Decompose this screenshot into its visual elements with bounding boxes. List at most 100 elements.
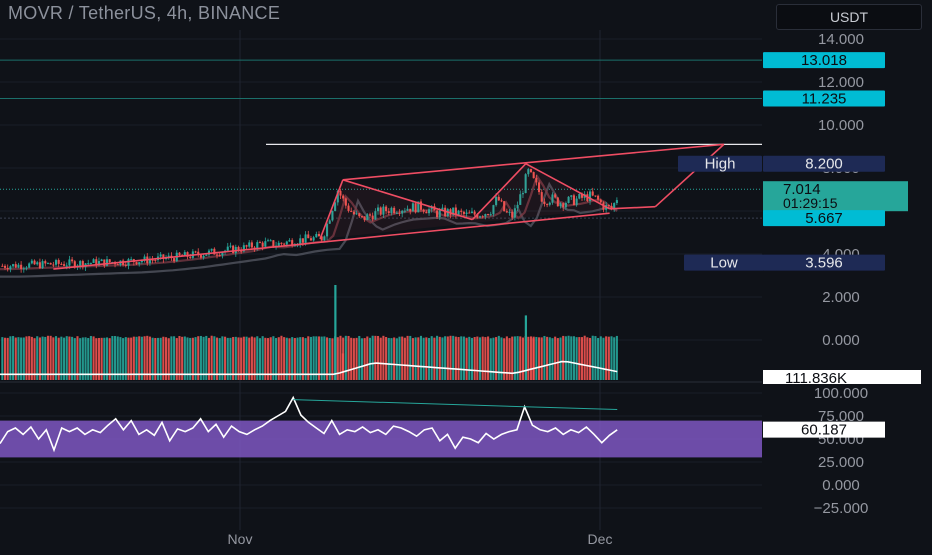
volume-bar (376, 335, 380, 380)
volume-bar (419, 335, 423, 380)
volume-bar (427, 337, 431, 380)
volume-bar (194, 337, 197, 380)
candle (210, 248, 213, 251)
candle (462, 211, 465, 214)
chart-title: MOVR / TetherUS, 4h, BINANCE (8, 3, 281, 23)
candle (465, 212, 468, 214)
candle (89, 262, 92, 264)
candle (336, 190, 339, 203)
candle (79, 261, 82, 266)
support-trendline[interactable] (53, 212, 610, 270)
candle (422, 209, 425, 212)
volume-bar (583, 335, 586, 380)
volume-value-label: 111.836K (785, 370, 847, 387)
volume-bar (497, 335, 500, 380)
candle (307, 234, 310, 239)
volume-bar (191, 337, 194, 380)
candle (414, 203, 417, 213)
volume-bar (291, 337, 294, 380)
volume-bar (135, 336, 138, 380)
candle (232, 245, 235, 254)
candle (352, 211, 355, 215)
volume-bar (607, 336, 610, 380)
volume-bar (173, 336, 176, 380)
candle (250, 242, 253, 248)
volume-bar (57, 337, 60, 380)
candle (266, 240, 270, 242)
volume-bar (438, 336, 441, 380)
volume-bar (489, 338, 492, 380)
candle (60, 263, 63, 265)
volume-bar (146, 335, 149, 380)
candle (108, 259, 111, 263)
candle (22, 268, 25, 270)
candle (95, 259, 98, 266)
pattern-drawings[interactable] (53, 143, 725, 270)
volume-bar (331, 338, 334, 380)
candle (73, 261, 76, 268)
pattern-leg[interactable] (471, 163, 527, 221)
candle (202, 255, 205, 258)
candle (240, 250, 243, 252)
candle (489, 214, 492, 216)
candle (543, 201, 546, 205)
volume-bar (207, 337, 211, 380)
volume-bar (535, 336, 538, 380)
volume-bar (317, 336, 321, 380)
volume-bar (430, 336, 433, 380)
candle (57, 260, 60, 264)
candle (538, 182, 541, 193)
candle (339, 190, 342, 196)
low-value-label-bg (763, 254, 885, 271)
rsi-current-bg (763, 421, 885, 438)
candle (65, 265, 68, 267)
volume-bar (127, 337, 130, 380)
candle (293, 245, 296, 247)
pattern-leg[interactable] (525, 162, 610, 210)
projection-leg[interactable] (654, 143, 725, 208)
volume-bar (478, 337, 482, 380)
time-axis[interactable]: Nov Dec (228, 531, 613, 547)
candle (395, 212, 398, 214)
candle (519, 194, 522, 205)
candle (277, 242, 280, 246)
candle (572, 195, 575, 206)
candle (368, 214, 372, 216)
rsi-tick-label: 100.000 (814, 385, 868, 402)
volume-bar (610, 336, 613, 380)
level-11235-label: 11.235 (802, 90, 847, 107)
candle (159, 254, 162, 257)
pattern-leg[interactable] (319, 179, 344, 240)
currency-button[interactable]: USDT (776, 4, 922, 30)
candle (33, 260, 36, 265)
volume-bar (326, 337, 329, 380)
candle (28, 263, 31, 268)
volume-bar (591, 335, 594, 380)
candle (189, 256, 192, 258)
candle (68, 259, 71, 266)
level-13018-label: 13.018 (801, 52, 847, 69)
volume-bar (92, 336, 95, 380)
volume-bar (108, 338, 111, 380)
candle (135, 262, 138, 265)
volume-bar (398, 336, 401, 380)
pattern-leg[interactable] (609, 205, 656, 210)
volume-bar (436, 335, 439, 380)
volume-bar (449, 335, 452, 380)
level-5667-label: 5.667 (805, 210, 843, 227)
horizontal-lines (0, 59, 762, 219)
candle (385, 206, 388, 212)
volume-bar (304, 338, 307, 380)
upper-trendline[interactable] (342, 143, 724, 181)
low-value-label: 3.596 (805, 255, 843, 272)
price-axis[interactable]: 14.00012.00010.0008.0006.0004.0002.0000.… (678, 30, 932, 550)
volume-bar (237, 337, 240, 380)
volume-bar (382, 335, 385, 380)
volume-bar (14, 337, 17, 380)
candle (419, 201, 423, 210)
pattern-leg[interactable] (342, 179, 473, 221)
volume-bar (87, 337, 90, 380)
volume-bar (148, 336, 151, 380)
candle (615, 200, 618, 204)
